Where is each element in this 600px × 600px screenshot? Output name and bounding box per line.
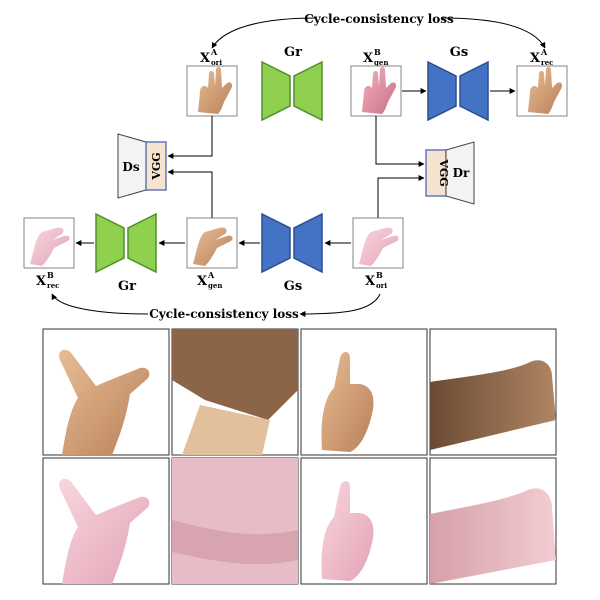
label-x-a-gen: X A gen xyxy=(197,270,222,290)
bottom-loss-label: Cycle-consistency loss xyxy=(149,307,299,321)
svg-text:X: X xyxy=(363,51,374,66)
label-x-b-gen: X B gen xyxy=(363,47,388,67)
example-image xyxy=(429,457,557,585)
generator-gs-top: Gs xyxy=(427,45,489,122)
example-grid xyxy=(42,328,557,585)
example-image xyxy=(42,328,170,456)
example-image xyxy=(42,457,170,585)
thumb-x-b-ori xyxy=(352,217,404,269)
label-x-b-rec: X B rec xyxy=(36,270,59,290)
svg-text:X: X xyxy=(530,51,541,66)
generator-gr-top: Gr xyxy=(261,45,323,122)
svg-text:X: X xyxy=(36,274,47,289)
arrow-xagen-ds xyxy=(167,169,213,218)
label-x-a-ori: X A ori xyxy=(200,47,222,67)
generator-gr-bottom: Gr xyxy=(95,212,157,294)
arrow-xbori-dr xyxy=(377,175,425,218)
svg-text:gen: gen xyxy=(208,281,222,290)
svg-text:A: A xyxy=(540,47,548,57)
label-x-b-ori: X B ori xyxy=(365,270,387,290)
gr-top-label: Gr xyxy=(284,45,302,60)
svg-text:rec: rec xyxy=(47,281,59,290)
svg-text:A: A xyxy=(207,270,215,280)
gr-bottom-label: Gr xyxy=(118,279,136,294)
bottom-cycle-loss: Cycle-consistency loss xyxy=(51,293,381,321)
discriminator-dr: VGG Dr xyxy=(425,141,475,205)
gs-top-label: Gs xyxy=(450,45,468,60)
top-loss-label: Cycle-consistency loss xyxy=(304,12,454,26)
svg-text:X: X xyxy=(197,274,208,289)
thumb-x-b-gen xyxy=(350,65,402,117)
dr-vgg-label: VGG xyxy=(437,158,450,186)
svg-text:rec: rec xyxy=(541,58,553,67)
svg-text:ori: ori xyxy=(376,281,387,290)
arrow-xbgen-dr xyxy=(375,116,425,167)
example-image xyxy=(171,328,299,456)
svg-text:B: B xyxy=(374,47,381,57)
example-image xyxy=(300,457,428,585)
dr-label: Dr xyxy=(453,166,470,180)
ds-label: Ds xyxy=(122,160,139,174)
discriminator-ds: Ds VGG xyxy=(117,133,167,199)
svg-text:B: B xyxy=(47,270,54,280)
svg-text:ori: ori xyxy=(211,58,222,67)
svg-text:X: X xyxy=(365,274,376,289)
svg-text:gen: gen xyxy=(374,58,388,67)
top-cycle-loss: Cycle-consistency loss xyxy=(211,12,546,49)
gs-bottom-label: Gs xyxy=(284,279,302,294)
svg-text:B: B xyxy=(376,270,383,280)
example-image xyxy=(429,328,557,456)
svg-text:X: X xyxy=(200,51,211,66)
thumb-x-a-ori xyxy=(186,65,238,117)
thumb-x-b-rec xyxy=(23,217,75,269)
label-x-a-rec: X A rec xyxy=(530,47,553,67)
example-image xyxy=(300,328,428,456)
generator-gs-bottom: Gs xyxy=(261,212,323,294)
thumb-x-a-gen xyxy=(186,217,238,269)
thumb-x-a-rec xyxy=(516,65,568,117)
example-image xyxy=(171,457,299,585)
svg-text:A: A xyxy=(210,47,218,57)
arrow-xaori-ds xyxy=(167,116,213,159)
ds-vgg-label: VGG xyxy=(150,152,163,180)
